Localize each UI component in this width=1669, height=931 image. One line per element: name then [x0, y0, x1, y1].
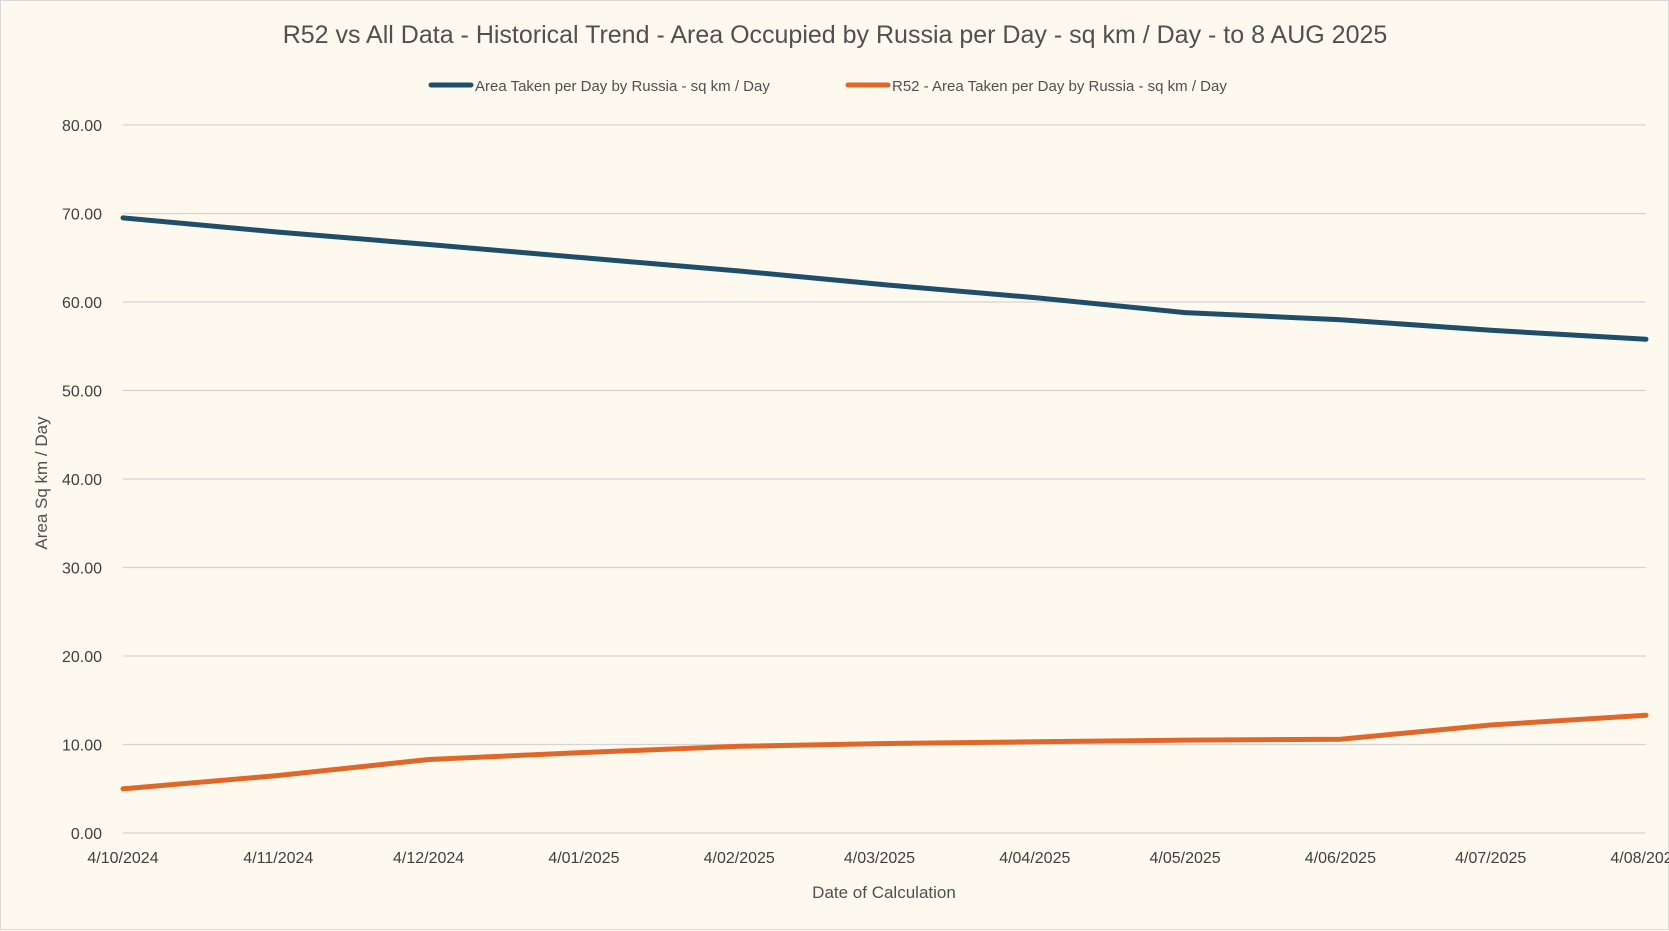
y-tick-label: 40.00 — [62, 472, 102, 489]
y-tick-label: 80.00 — [62, 118, 102, 135]
x-tick-label: 4/02/2025 — [704, 850, 775, 867]
x-tick-label: 4/01/2025 — [548, 850, 619, 867]
x-axis-title: Date of Calculation — [812, 883, 956, 902]
legend: Area Taken per Day by Russia - sq km / D… — [428, 78, 1227, 95]
x-tick-label: 4/12/2024 — [393, 850, 464, 867]
x-tick-label: 4/07/2025 — [1455, 850, 1526, 867]
series-line-0 — [120, 215, 1649, 342]
legend-label-area-taken: Area Taken per Day by Russia - sq km / D… — [475, 78, 770, 95]
x-tick-label: 4/10/2024 — [87, 850, 158, 867]
y-tick-label: 70.00 — [62, 207, 102, 224]
y-tick-label: 20.00 — [62, 649, 102, 666]
series-line-1 — [120, 712, 1649, 792]
y-axis-title: Area Sq km / Day — [32, 416, 51, 550]
y-tick-label: 10.00 — [62, 738, 102, 755]
x-tick-label: 4/11/2024 — [243, 850, 313, 867]
series-lines — [120, 215, 1649, 792]
x-tick-label: 4/05/2025 — [1149, 850, 1220, 867]
y-axis-ticks: 0.00 10.00 20.00 30.00 40.00 50.00 60.00 70.00 8… — [62, 118, 102, 843]
x-axis-ticks: 4/10/2024 4/11/2024 4/12/2024 4/01/2025 4/02… — [87, 850, 1669, 867]
legend-label-r52: R52 - Area Taken per Day by Russia - sq … — [892, 78, 1227, 95]
y-tick-label: 50.00 — [62, 384, 102, 401]
chart-title: R52 vs All Data - Historical Trend - Are… — [283, 21, 1388, 49]
y-tick-label: 60.00 — [62, 295, 102, 312]
y-tick-label: 0.00 — [71, 826, 102, 843]
y-tick-label: 30.00 — [62, 561, 102, 578]
x-tick-label: 4/04/2025 — [999, 850, 1070, 867]
x-tick-label: 4/06/2025 — [1305, 850, 1376, 867]
gridlines — [123, 124, 1646, 834]
x-tick-label: 4/08/2025 — [1610, 850, 1669, 867]
x-tick-label: 4/03/2025 — [844, 850, 915, 867]
